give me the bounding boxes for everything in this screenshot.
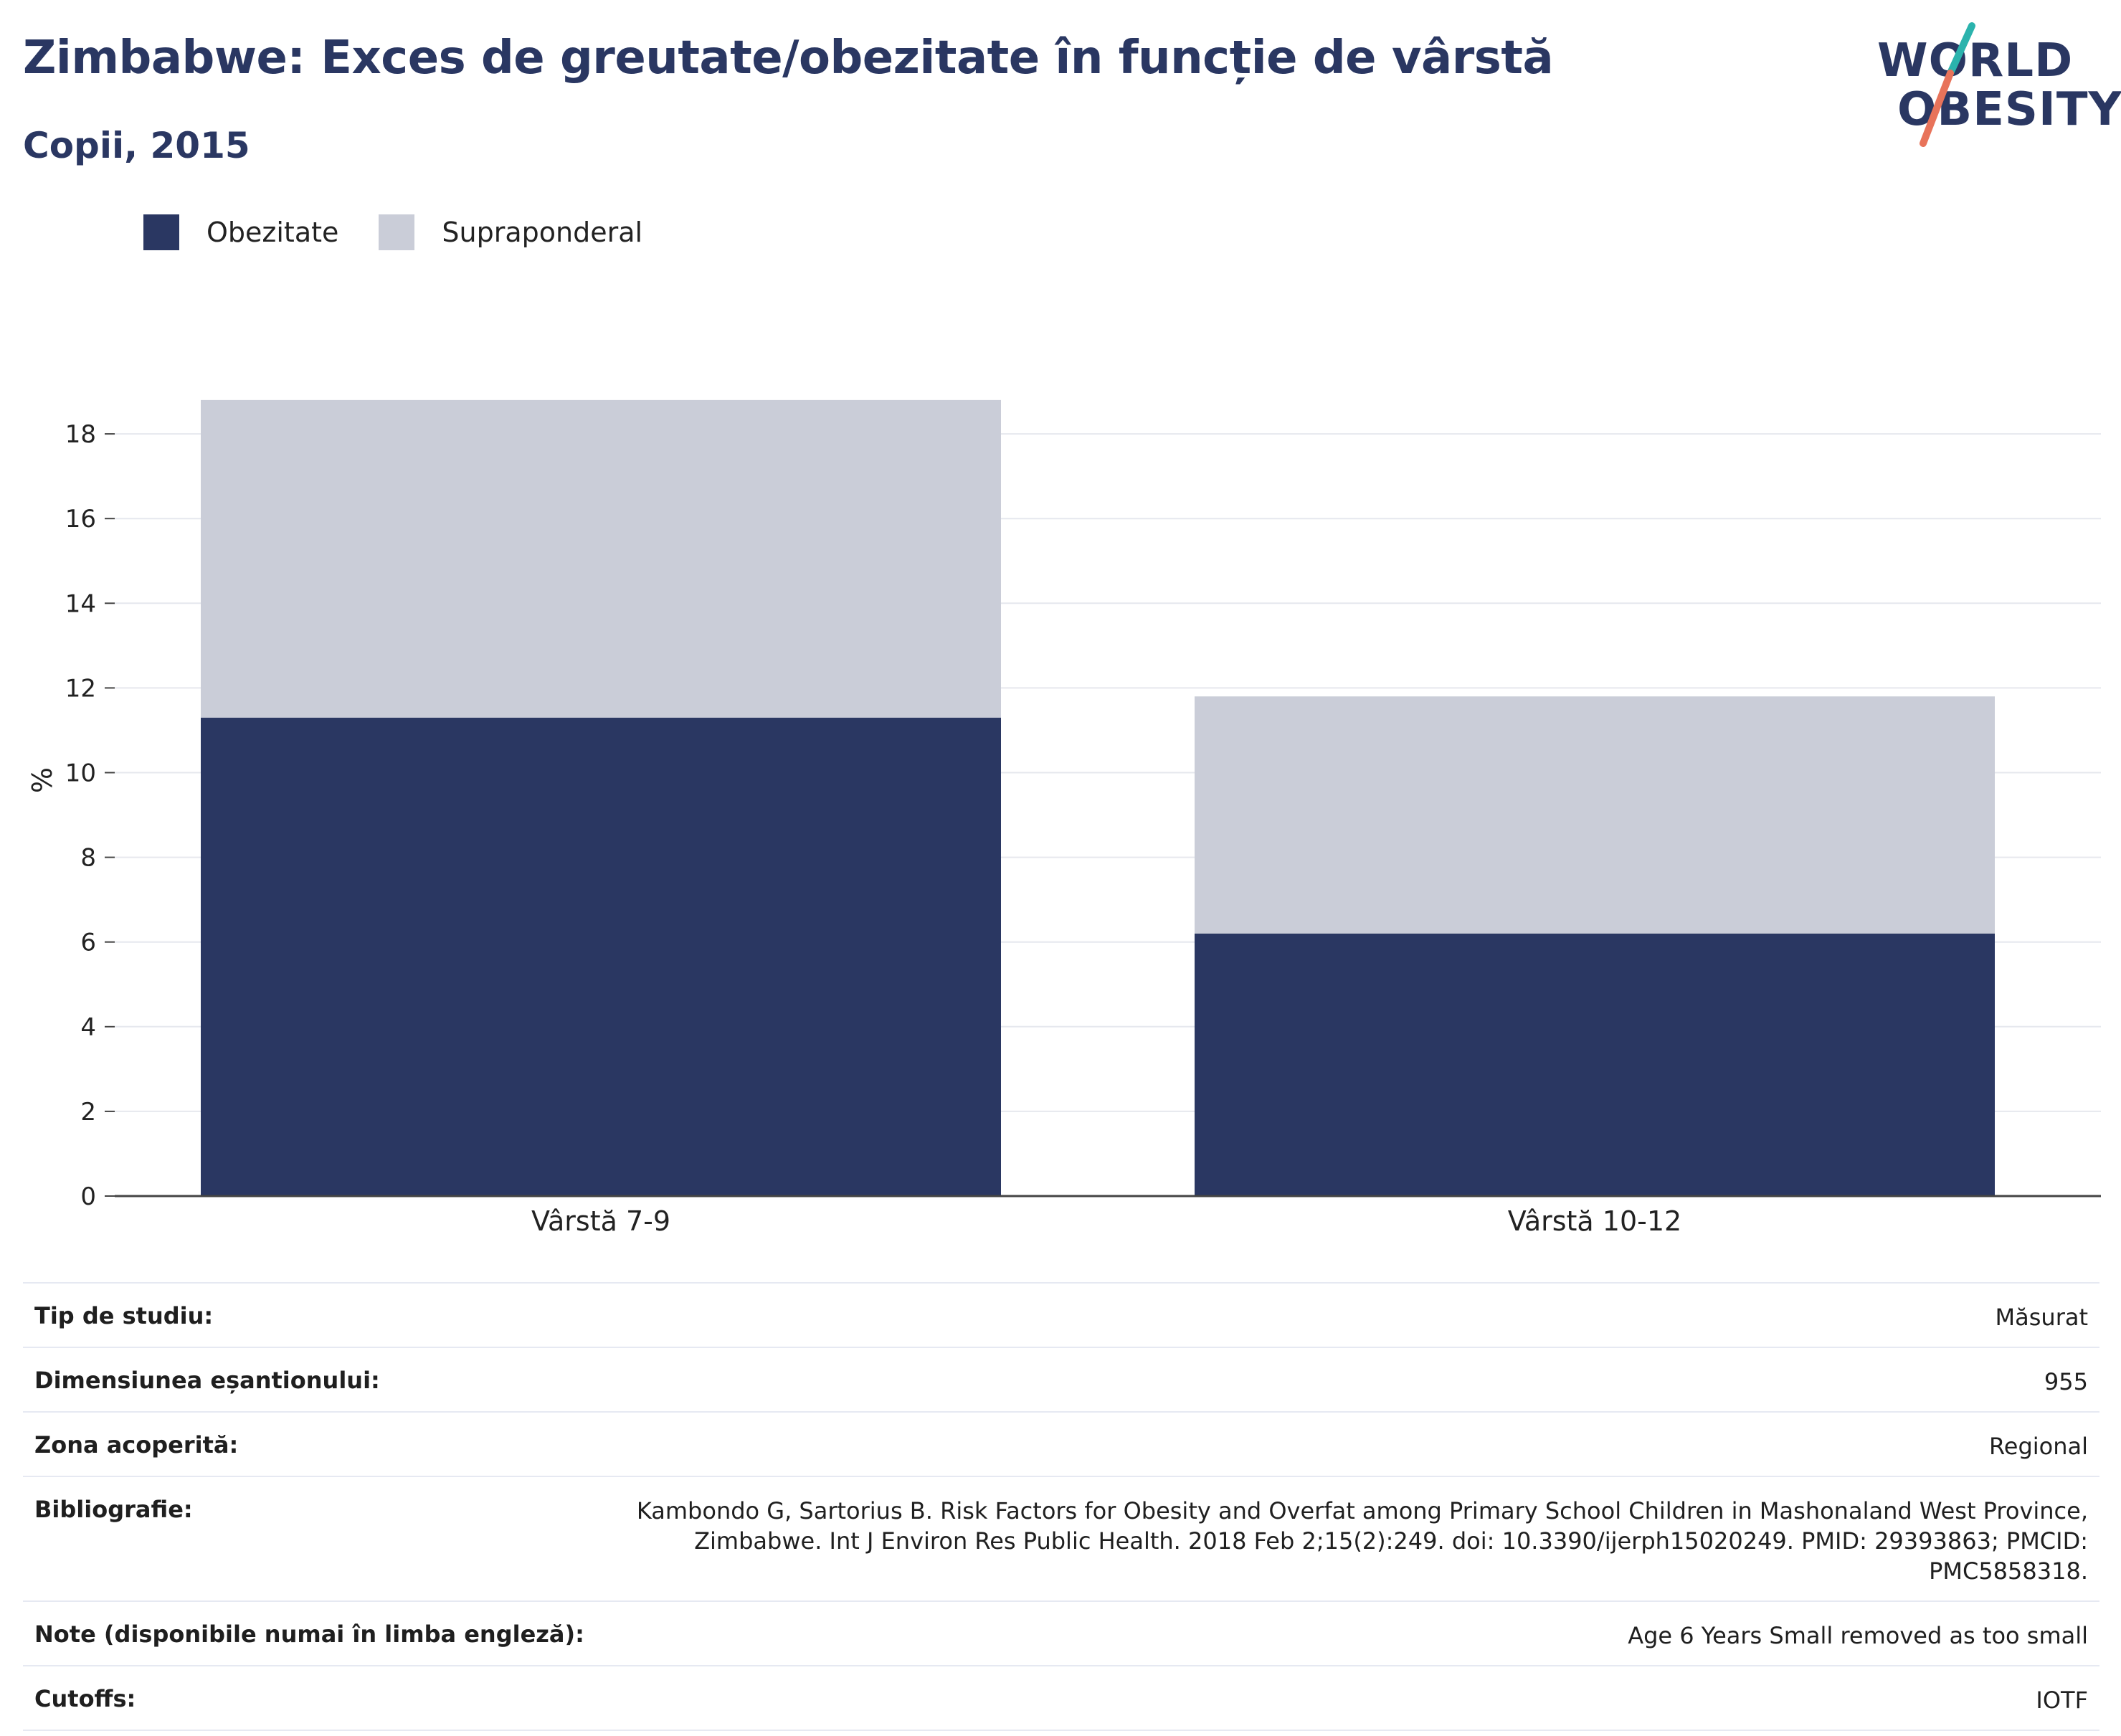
- legend-label-obezitate: Obezitate: [207, 217, 339, 248]
- world-obesity-logo: WORLD OBESITY: [1871, 22, 2121, 151]
- info-label: Zona acoperită:: [34, 1431, 239, 1458]
- info-value: 955: [2044, 1368, 2088, 1395]
- info-label: Tip de studiu:: [34, 1302, 214, 1329]
- chart-subtitle: Copii, 2015: [23, 125, 250, 166]
- y-tick-label: 12: [65, 674, 96, 703]
- info-row-area-covered: Zona acoperită: Regional: [23, 1411, 2099, 1476]
- info-row-sample-size: Dimensiunea eșantionului: 955: [23, 1347, 2099, 1411]
- legend-label-supraponderal: Supraponderal: [442, 217, 643, 248]
- info-value: IOTF: [2036, 1687, 2088, 1714]
- x-tick-label: Vârstă 7-9: [531, 1205, 670, 1237]
- info-row-cutoffs: Cutoffs: IOTF: [23, 1665, 2099, 1731]
- y-tick-label: 6: [80, 929, 96, 957]
- legend-item-supraponderal[interactable]: Supraponderal: [379, 214, 642, 250]
- info-label: Note (disponibile numai în limba engleză…: [34, 1621, 584, 1648]
- info-label: Cutoffs:: [34, 1685, 136, 1712]
- logo-line-1: WORLD: [1877, 34, 2074, 87]
- info-value: Măsurat: [1995, 1304, 2088, 1331]
- info-row-notes: Note (disponibile numai în limba engleză…: [23, 1600, 2099, 1665]
- info-label: Dimensiunea eșantionului:: [34, 1367, 380, 1394]
- y-tick-label: 10: [65, 759, 96, 788]
- y-axis-label: %: [27, 767, 58, 793]
- info-value: Kambondo G, Sartorius B. Risk Factors fo…: [636, 1497, 2088, 1585]
- bar-supraponderal-0: [201, 399, 1001, 718]
- y-tick-label: 0: [80, 1182, 96, 1211]
- y-tick-label: 4: [80, 1013, 96, 1042]
- chart-legend: Obezitate Supraponderal: [143, 212, 683, 252]
- info-row-study-type: Tip de studiu: Măsurat: [23, 1282, 2099, 1347]
- info-value: Regional: [1988, 1433, 2088, 1460]
- bar-obezitate-0: [201, 717, 1001, 1196]
- info-value: Age 6 Years Small removed as too small: [1628, 1622, 2088, 1649]
- bar-supraponderal-1: [1195, 696, 1995, 934]
- x-tick-label: Vârstă 10-12: [1508, 1205, 1681, 1237]
- legend-swatch-supraponderal: [379, 214, 415, 250]
- y-tick-label: 16: [65, 505, 96, 533]
- info-label: Bibliografie:: [34, 1496, 193, 1523]
- y-tick-label: 14: [65, 589, 96, 618]
- bar-obezitate-1: [1195, 933, 1995, 1196]
- legend-item-obezitate[interactable]: Obezitate: [143, 214, 338, 250]
- y-tick-label: 18: [65, 420, 96, 449]
- y-tick-label: 2: [80, 1098, 96, 1126]
- chart-title: Zimbabwe: Exces de greutate/obezitate în…: [23, 32, 1554, 85]
- legend-swatch-obezitate: [143, 214, 179, 250]
- info-row-bibliography: Bibliografie: Kambondo G, Sartorius B. R…: [23, 1476, 2099, 1600]
- bar-chart: 0 2 4 6 8 10 12 14 16 18% Vârstă 7-9 Vârstă 10-12: [27, 399, 2101, 1237]
- y-tick-label: 8: [80, 844, 96, 873]
- logo-slash-icon: [1920, 22, 1975, 147]
- study-info-table: Tip de studiu: Măsurat Dimensiunea eșant…: [23, 1282, 2099, 1731]
